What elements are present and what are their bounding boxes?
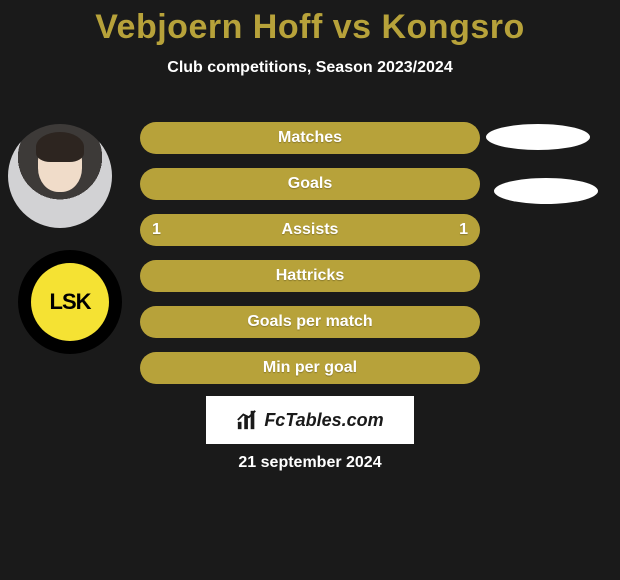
stat-label: Min per goal — [263, 359, 357, 377]
blob-ellipse — [486, 124, 590, 150]
stat-label: Goals — [288, 175, 332, 193]
stat-label: Goals per match — [247, 313, 372, 331]
branding-box: FcTables.com — [206, 396, 414, 444]
player-avatar — [8, 124, 112, 228]
snapshot-date: 21 september 2024 — [238, 454, 381, 472]
stats-column: Matches Goals 1 Assists 1 Hattricks Goals per … — [140, 122, 480, 398]
stat-row: Matches — [140, 122, 480, 154]
stat-row: Goals per match — [140, 306, 480, 338]
stat-label: Assists — [282, 221, 339, 239]
right-blobs — [486, 124, 602, 232]
stat-row: Min per goal — [140, 352, 480, 384]
club-badge: LSK — [18, 250, 122, 354]
comparison-title: Vebjoern Hoff vs Kongsro — [0, 0, 620, 47]
branding-label: FcTables.com — [264, 410, 383, 431]
chart-icon — [236, 409, 258, 431]
avatars-column: LSK — [8, 124, 120, 354]
stat-row: Goals — [140, 168, 480, 200]
stat-row: Hattricks — [140, 260, 480, 292]
stat-label: Matches — [278, 129, 342, 147]
blob-ellipse — [494, 178, 598, 204]
stat-value-right: 1 — [459, 221, 468, 239]
club-badge-inner: LSK — [31, 263, 109, 341]
stat-value-left: 1 — [152, 221, 161, 239]
stat-label: Hattricks — [276, 267, 344, 285]
stat-row: 1 Assists 1 — [140, 214, 480, 246]
comparison-subtitle: Club competitions, Season 2023/2024 — [0, 59, 620, 77]
